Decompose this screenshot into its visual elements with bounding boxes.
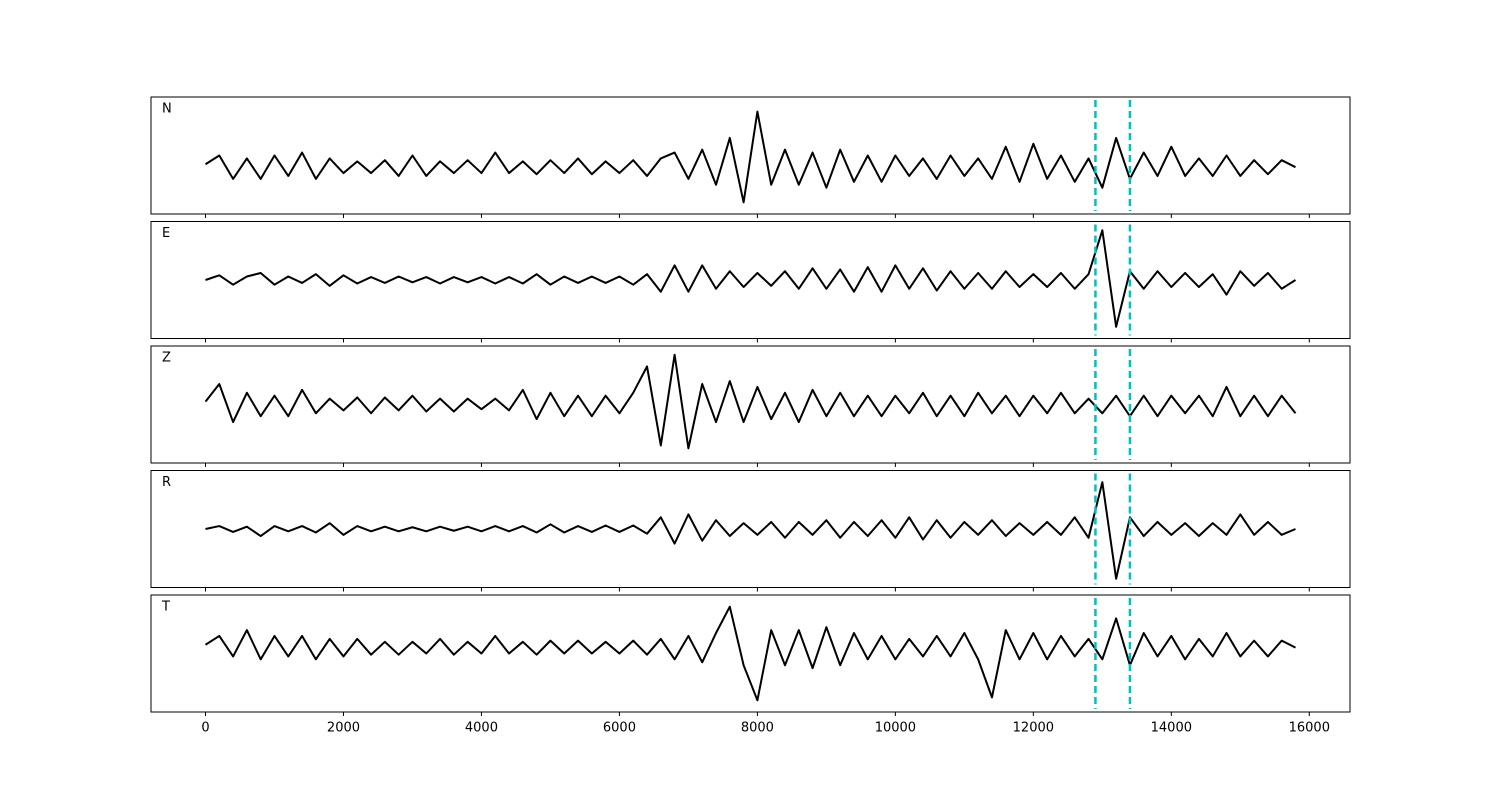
panel-frame [150,470,1351,588]
panel-frame [150,594,1351,713]
x-tick-label: 4000 [465,721,498,736]
x-tick-label: 14000 [1151,721,1192,736]
panel-frame [150,221,1351,339]
x-tick-label: 10000 [875,721,916,736]
channel-label: R [162,475,171,490]
x-tick-label: 12000 [1013,721,1054,736]
x-tick-label: 16000 [1289,721,1330,736]
waveform [204,353,1297,450]
x-tick-label: 2000 [327,721,360,736]
waveform [204,110,1296,204]
x-tick-label: 0 [201,721,209,736]
channel-label: Z [162,351,171,366]
x-tick-label: 8000 [741,721,774,736]
waveform [205,229,1297,328]
waveform [205,481,1296,580]
channel-label: T [161,600,170,615]
channel-label: E [162,226,170,241]
x-tick-label: 6000 [603,721,636,736]
waveform [204,605,1296,702]
panel-frame [150,345,1351,464]
channel-label: N [162,102,172,117]
panel-frame [150,96,1351,215]
